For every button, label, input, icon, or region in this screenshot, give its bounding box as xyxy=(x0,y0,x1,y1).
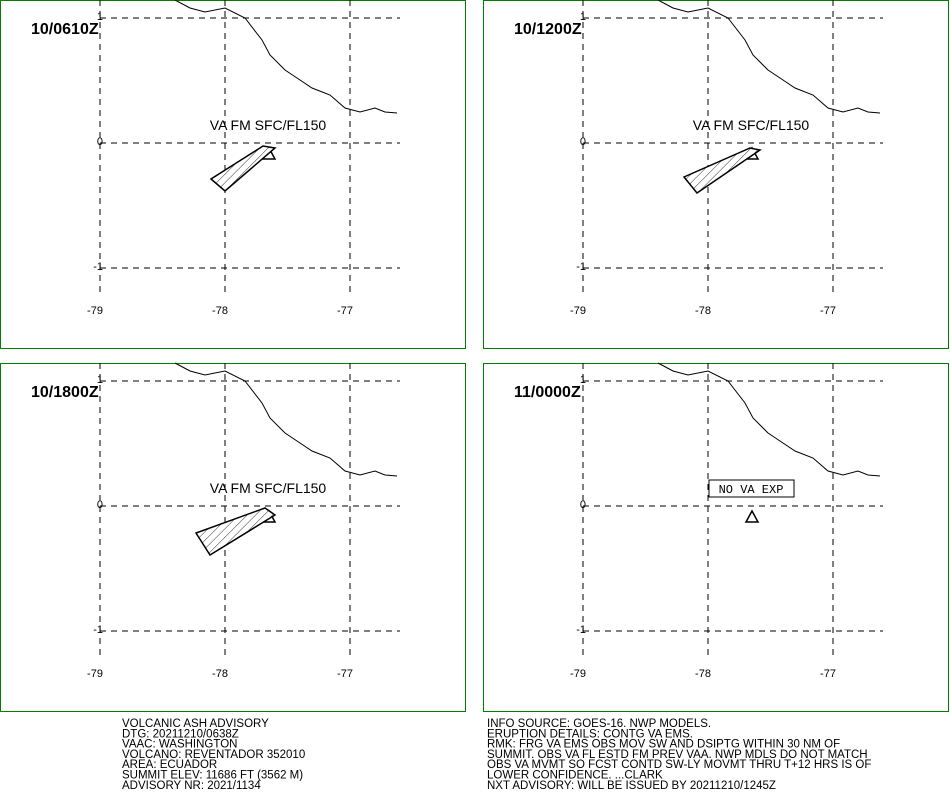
latitude-label: 1 xyxy=(97,11,103,23)
ash-area xyxy=(194,507,277,557)
latitude-label: 1 xyxy=(97,374,103,386)
longitude-label: -77 xyxy=(820,668,836,680)
volcano-symbol xyxy=(744,509,760,523)
latitude-label: 0 xyxy=(97,136,103,148)
longitude-label: -79 xyxy=(570,668,586,680)
advisory-line: SUMMIT. OBS VA FL ESTD FM PREV VAA. NWP … xyxy=(487,749,868,761)
advisory-line: RMK: FRG VA EMS OBS MOV SW AND DSIPTG WI… xyxy=(487,739,840,751)
longitude-label: -78 xyxy=(212,305,228,317)
advisory-line: AREA: ECUADOR xyxy=(122,759,217,771)
longitude-label: -77 xyxy=(820,305,836,317)
advisory-line: OBS VA MVMT SO FCST CONTD SW-LY MOVMT TH… xyxy=(487,759,871,771)
coastline xyxy=(657,0,881,114)
ash-area xyxy=(682,147,762,195)
longitude-label: -77 xyxy=(337,668,353,680)
advisory-line: DTG: 20211210/0638Z xyxy=(122,728,239,740)
coastline xyxy=(657,362,881,477)
advisory-line: VOLCANO: REVENTADOR 352010 xyxy=(122,749,305,761)
longitude-label: -79 xyxy=(87,668,103,680)
advisory-line: ADVISORY NR: 2021/1134 xyxy=(122,780,261,792)
latitude-label: -1 xyxy=(93,624,103,636)
map-panel: -79 -78 -77 1 0 -1 10/1800Z VA FM SFC/FL150 xyxy=(0,362,466,712)
valid-time: 10/0610Z xyxy=(31,21,99,38)
longitude-label: -78 xyxy=(695,305,711,317)
longitude-label: -78 xyxy=(212,668,228,680)
ash-annotation: VA FM SFC/FL150 xyxy=(210,480,327,496)
advisory-line: SUMMIT ELEV: 11686 FT (3562 M) xyxy=(122,770,303,782)
longitude-label: -79 xyxy=(87,305,103,317)
longitude-label: -79 xyxy=(570,305,586,317)
annotation-box xyxy=(708,479,795,498)
ash-annotation: VA FM SFC/FL150 xyxy=(693,117,810,133)
ash-annotation: NO VA EXP xyxy=(719,483,784,497)
map-panel: -79 -78 -77 1 0 -1 11/0000Z NO VA EXP xyxy=(483,362,949,712)
latitude-label: -1 xyxy=(93,261,103,273)
panel-border xyxy=(483,0,949,349)
valid-time: 11/0000Z xyxy=(514,384,581,401)
latitude-label: -1 xyxy=(576,624,586,636)
latitude-label: 0 xyxy=(580,136,586,148)
panel-border xyxy=(483,363,949,712)
coastline xyxy=(174,0,398,114)
longitude-label: -78 xyxy=(695,668,711,680)
advisory-line: VOLCANIC ASH ADVISORY xyxy=(122,718,269,730)
latitude-label: -1 xyxy=(576,261,586,273)
map-panel: -79 -78 -77 1 0 -1 10/1200Z VA FM SFC/FL150 xyxy=(483,0,949,349)
panel-border xyxy=(0,363,466,712)
valid-time: 10/1800Z xyxy=(31,384,99,401)
panel-border xyxy=(0,0,466,349)
latitude-label: 0 xyxy=(97,499,103,511)
advisory-line: INFO SOURCE: GOES-16. NWP MODELS. xyxy=(487,718,711,730)
advisory-line: LOWER CONFIDENCE. ...CLARK xyxy=(487,770,663,782)
advisory-line: NXT ADVISORY: WILL BE ISSUED BY 20211210… xyxy=(487,780,776,792)
longitude-label: -77 xyxy=(337,305,353,317)
coastline xyxy=(174,362,398,477)
latitude-label: 0 xyxy=(580,499,586,511)
latitude-label: 1 xyxy=(580,11,586,23)
valid-time: 10/1200Z xyxy=(514,21,582,38)
ash-area xyxy=(209,145,277,192)
map-panel: -79 -78 -77 1 0 -1 10/0610Z VA FM SFC/FL150 xyxy=(0,0,466,349)
ash-annotation: VA FM SFC/FL150 xyxy=(210,117,327,133)
advisory-line: VAAC: WASHINGTON xyxy=(122,739,237,751)
latitude-label: 1 xyxy=(580,374,586,386)
advisory-line: ERUPTION DETAILS: CONTG VA EMS. xyxy=(487,728,693,740)
